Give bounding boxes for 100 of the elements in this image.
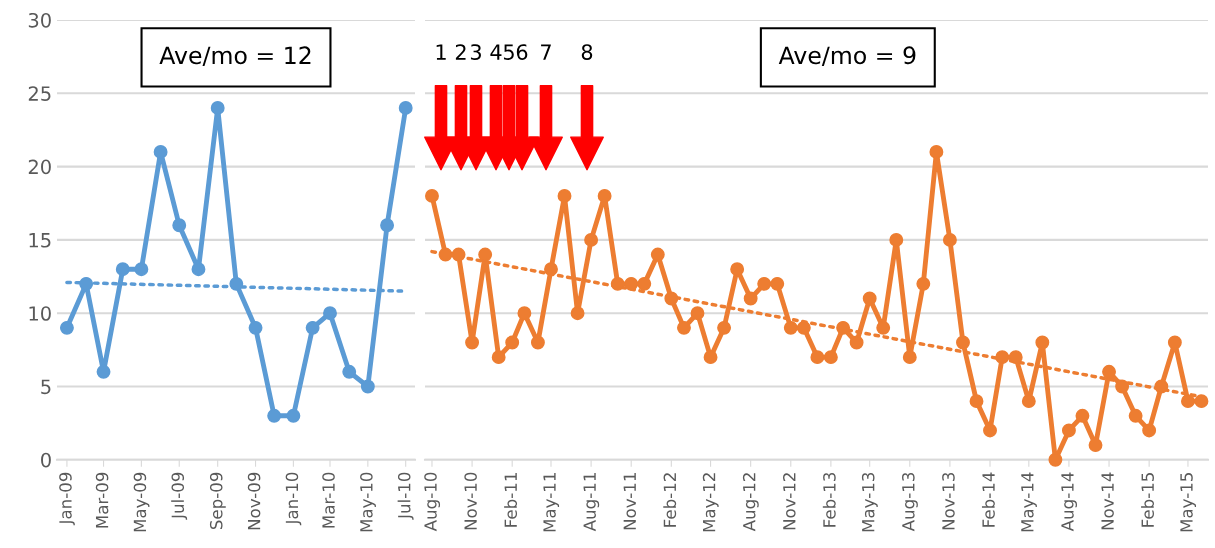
point <box>1061 423 1076 438</box>
point <box>889 232 904 247</box>
point <box>810 350 825 365</box>
point <box>690 306 705 321</box>
point <box>823 350 838 365</box>
point <box>624 276 639 291</box>
point <box>1008 350 1023 365</box>
point <box>876 320 891 335</box>
x-tick-label: Nov-10 <box>464 472 477 530</box>
y-tick-label: 30 <box>28 12 51 28</box>
point <box>465 335 480 350</box>
point <box>757 276 772 291</box>
point <box>425 188 439 203</box>
point <box>1194 394 1209 409</box>
x-tick-label: Nov-09 <box>247 472 261 530</box>
point <box>902 350 917 365</box>
point <box>1115 379 1130 394</box>
point <box>1167 335 1182 350</box>
x-tick-label: May-09 <box>133 472 150 532</box>
point <box>360 379 375 394</box>
point <box>956 335 970 350</box>
x-tick-label: Feb-11 <box>504 473 518 527</box>
point <box>650 247 665 262</box>
x-tick-label: Feb-12 <box>663 473 677 527</box>
point <box>134 262 149 277</box>
point <box>191 262 206 277</box>
x-tick-label: May-12 <box>702 473 719 532</box>
point <box>229 276 244 291</box>
annotation: 6 <box>516 44 528 60</box>
x-tick-label: Aug-12 <box>742 473 759 532</box>
annotation: 4 <box>490 44 502 60</box>
x-tick-label: Nov-13 <box>942 472 955 530</box>
point <box>995 350 1010 365</box>
annotation: 2 <box>455 44 466 60</box>
point <box>717 320 732 335</box>
point <box>597 188 612 203</box>
point <box>557 188 572 203</box>
point <box>1021 394 1036 409</box>
y-tick-label: 20 <box>28 159 51 175</box>
x-tick-label: Jul-09 <box>171 472 188 520</box>
point <box>1181 394 1195 409</box>
x-tick-label: Nov-12 <box>783 473 796 530</box>
x-tick-label: Aug-11 <box>583 473 600 532</box>
y-tick-label: 15 <box>29 233 51 248</box>
point <box>637 276 652 291</box>
annotation: 7 <box>541 44 551 60</box>
point <box>862 291 877 306</box>
point <box>570 306 585 321</box>
point <box>929 144 944 159</box>
y-tick-label: 10 <box>29 306 51 321</box>
point <box>451 247 466 262</box>
annotation: 5 <box>503 44 514 60</box>
point <box>743 291 758 306</box>
point <box>517 306 532 321</box>
annotation: Ave/mo = 9 <box>778 46 916 67</box>
point <box>942 232 957 247</box>
point <box>544 262 558 277</box>
point <box>969 394 984 409</box>
x-tick-label: Aug-13 <box>902 472 918 532</box>
point <box>783 320 798 335</box>
point <box>267 408 282 423</box>
x-tick-label: Aug-14 <box>1061 472 1077 532</box>
point <box>153 144 168 159</box>
y-tick-label: 0 <box>41 452 51 468</box>
x-tick-label: May-14 <box>1021 472 1037 532</box>
point <box>323 306 337 321</box>
x-tick-label: May-10 <box>360 472 376 532</box>
point <box>1102 364 1116 379</box>
point <box>730 262 745 277</box>
x-tick-label: Jan-10 <box>285 472 302 526</box>
annotation: 1 <box>436 44 446 60</box>
point <box>505 335 520 350</box>
x-tick-label: Feb-13 <box>822 472 836 527</box>
annotation: 8 <box>581 44 593 60</box>
point <box>1088 438 1103 453</box>
x-tick-label: May-13 <box>861 472 878 532</box>
annotation: 3 <box>470 44 481 60</box>
x-tick-label: Mar-10 <box>322 472 335 528</box>
point <box>836 320 851 335</box>
point <box>1142 423 1157 438</box>
point <box>398 101 413 115</box>
point <box>248 320 263 335</box>
point <box>1035 335 1050 350</box>
point <box>664 291 679 306</box>
x-tick-label: Nov-11 <box>623 473 637 530</box>
point <box>478 247 493 262</box>
x-tick-label: Feb-14 <box>981 472 995 527</box>
y-tick-label: 25 <box>28 86 51 101</box>
annotation: Ave/mo = 12 <box>159 46 311 67</box>
point <box>983 423 997 438</box>
point <box>59 320 74 335</box>
point <box>342 364 357 379</box>
point <box>305 320 320 335</box>
x-tick-label: Jan-09 <box>59 472 75 526</box>
point <box>1154 379 1169 394</box>
x-tick-label: Nov-14 <box>1101 472 1114 530</box>
point <box>530 335 545 350</box>
point <box>610 276 625 291</box>
x-tick-label: Aug-10 <box>424 472 441 532</box>
point <box>849 335 864 350</box>
